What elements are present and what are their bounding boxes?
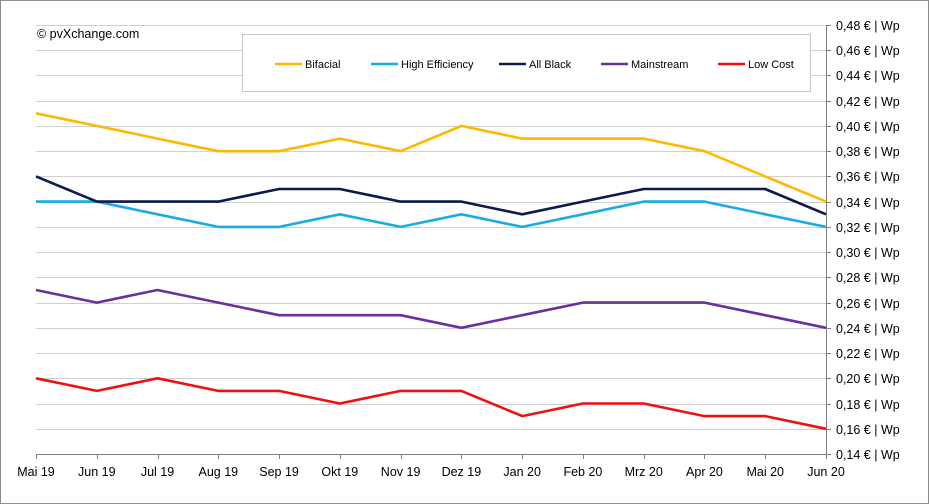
legend: Bifacial High Efficiency All Black Mainstre… xyxy=(242,34,811,92)
x-tick-label: Okt 19 xyxy=(321,465,358,479)
y-tick-label: 0,24 € | Wp xyxy=(836,322,900,336)
y-tick-label: 0,34 € | Wp xyxy=(836,196,900,210)
y-tick-label: 0,18 € | Wp xyxy=(836,398,900,412)
y-tick-label: 0,38 € | Wp xyxy=(836,145,900,159)
y-tick-label: 0,20 € | Wp xyxy=(836,372,900,386)
y-tick-label: 0,36 € | Wp xyxy=(836,170,900,184)
series-lines xyxy=(35,112,827,431)
x-tick-label: Mai 20 xyxy=(746,465,784,479)
x-tick-label: Jun 20 xyxy=(807,465,845,479)
x-tick-label: Aug 19 xyxy=(198,465,238,479)
x-tick-label: Sep 19 xyxy=(259,465,299,479)
copyright-label: © pvXchange.com xyxy=(37,27,140,41)
y-tick-label: 0,30 € | Wp xyxy=(836,246,900,260)
series-line-mainstream xyxy=(35,288,827,330)
series-line-low-cost xyxy=(35,376,827,431)
x-tick-label: Apr 20 xyxy=(686,465,723,479)
legend-label-high-efficiency: High Efficiency xyxy=(401,59,474,71)
series-line-bifacial xyxy=(35,112,827,203)
y-tick-label: 0,40 € | Wp xyxy=(836,120,900,134)
x-tick-label: Jul 19 xyxy=(141,465,174,479)
x-tick-label: Dez 19 xyxy=(442,465,482,479)
legend-label-bifacial: Bifacial xyxy=(305,59,340,71)
legend-label-all-black: All Black xyxy=(529,59,572,71)
y-tick-label: 0,22 € | Wp xyxy=(836,347,900,361)
legend-label-mainstream: Mainstream xyxy=(631,59,688,71)
legend-box xyxy=(242,34,811,92)
y-tick-label: 0,16 € | Wp xyxy=(836,423,900,437)
y-tick-label: 0,44 € | Wp xyxy=(836,69,900,83)
x-tick-label: Jan 20 xyxy=(503,465,541,479)
series-line-all-black xyxy=(35,175,827,216)
y-tick-label: 0,32 € | Wp xyxy=(836,221,900,235)
x-tick-label: Mrz 20 xyxy=(625,465,663,479)
y-tick-label: 0,14 € | Wp xyxy=(836,448,900,462)
x-tick-label: Nov 19 xyxy=(381,465,421,479)
y-tick-label: 0,46 € | Wp xyxy=(836,44,900,58)
legend-label-low-cost: Low Cost xyxy=(748,59,794,71)
axes: 0,14 € | Wp 0,16 € | Wp 0,18 € | Wp 0,20 € … xyxy=(17,19,900,479)
x-tick-label: Feb 20 xyxy=(563,465,602,479)
series-line-high-efficiency xyxy=(36,200,827,229)
x-tick-label: Jun 19 xyxy=(78,465,116,479)
y-tick-label: 0,26 € | Wp xyxy=(836,297,900,311)
x-tick-label: Mai 19 xyxy=(17,465,55,479)
y-tick-label: 0,42 € | Wp xyxy=(836,95,900,109)
y-tick-label: 0,48 € | Wp xyxy=(836,19,900,33)
y-tick-label: 0,28 € | Wp xyxy=(836,271,900,285)
